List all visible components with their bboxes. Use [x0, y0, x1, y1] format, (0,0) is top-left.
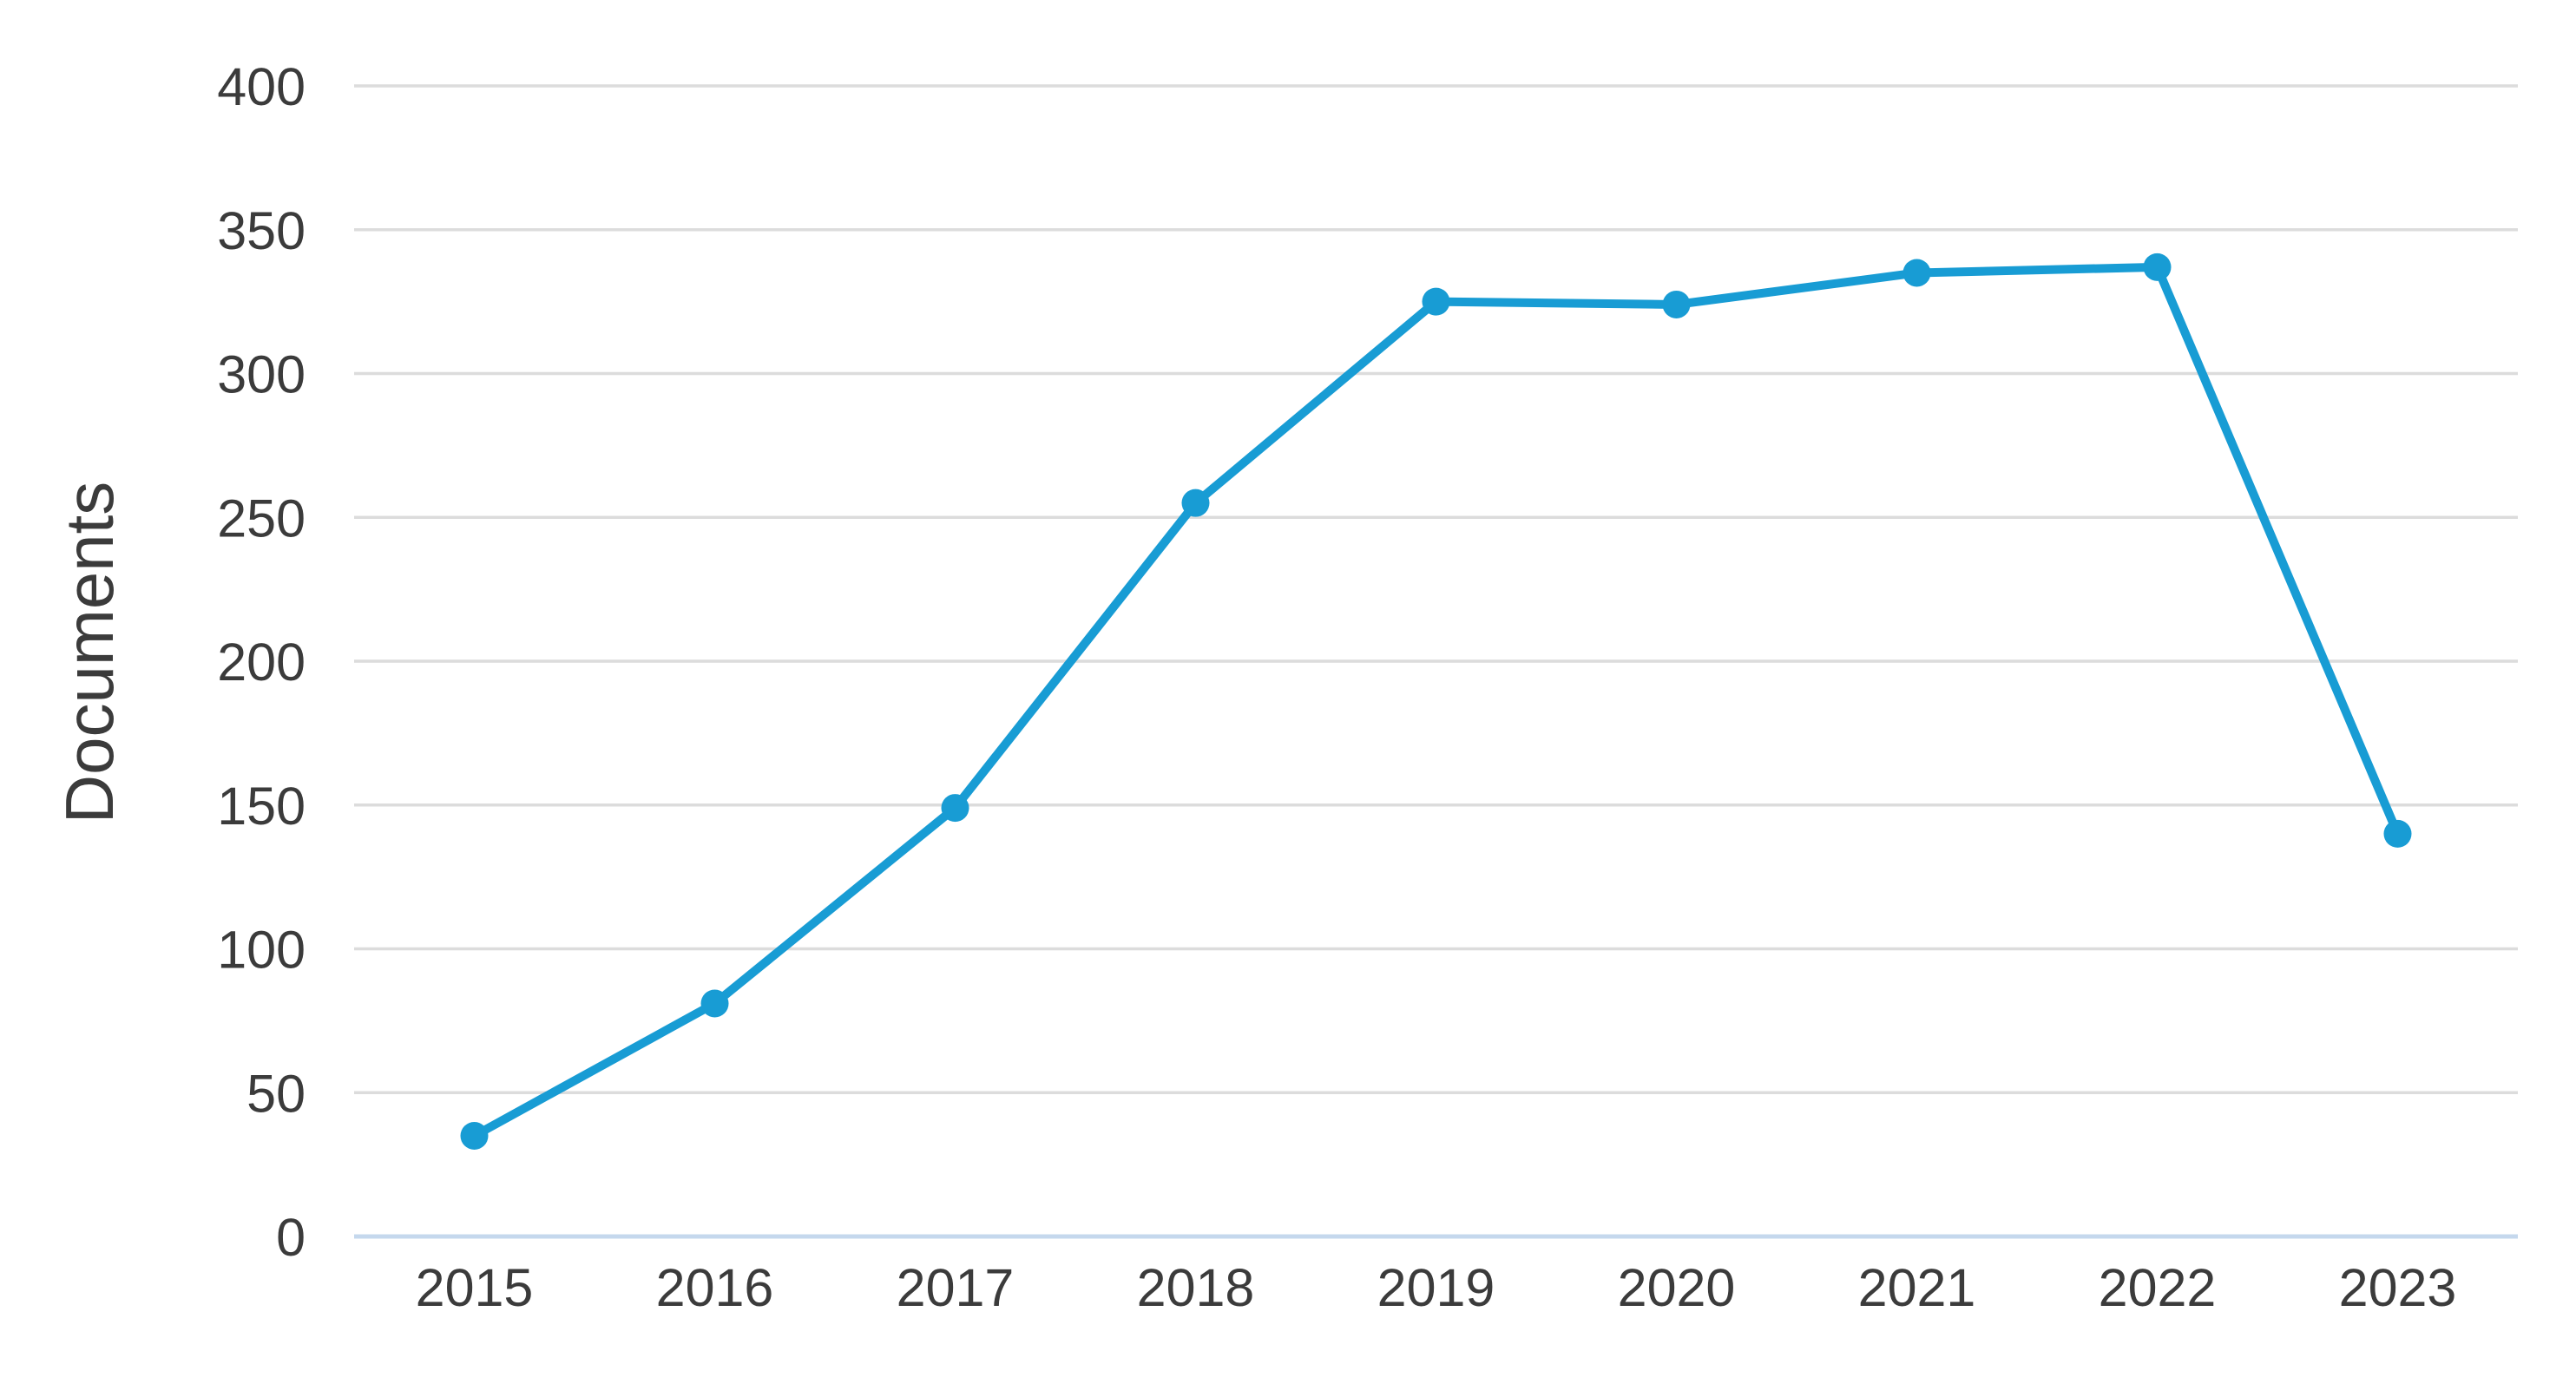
y-tick-label-250: 250 [217, 489, 306, 548]
x-tick-label-2019: 2019 [1377, 1258, 1495, 1317]
data-point-2017 [941, 794, 969, 823]
data-point-2023 [2383, 819, 2412, 848]
y-tick-label-350: 350 [217, 201, 306, 260]
x-tick-label-2016: 2016 [656, 1258, 774, 1317]
x-tick-label-2020: 2020 [1618, 1258, 1736, 1317]
y-tick-label-200: 200 [217, 633, 306, 692]
y-tick-label-0: 0 [276, 1208, 306, 1267]
trend-line-documents [470, 262, 2402, 1140]
data-point-2019 [1422, 287, 1450, 316]
data-point-2018 [1181, 489, 1210, 517]
data-point-2022 [2143, 253, 2172, 281]
data-point-2015 [460, 1121, 489, 1150]
x-tick-label-2023: 2023 [2339, 1258, 2457, 1317]
y-tick-label-300: 300 [217, 345, 306, 404]
y-tick-label-100: 100 [217, 921, 306, 980]
y-tick-label-400: 400 [217, 57, 306, 116]
data-point-2021 [1902, 259, 1931, 287]
data-point-2016 [700, 989, 729, 1018]
x-tick-label-2015: 2015 [416, 1258, 534, 1317]
x-tick-label-2017: 2017 [897, 1258, 1015, 1317]
y-tick-label-150: 150 [217, 777, 306, 836]
y-tick-label-50: 50 [246, 1064, 306, 1123]
data-point-2020 [1662, 290, 1691, 318]
x-tick-label-2022: 2022 [2099, 1258, 2217, 1317]
x-tick-label-2021: 2021 [1858, 1258, 1976, 1317]
x-tick-label-2018: 2018 [1137, 1258, 1255, 1317]
